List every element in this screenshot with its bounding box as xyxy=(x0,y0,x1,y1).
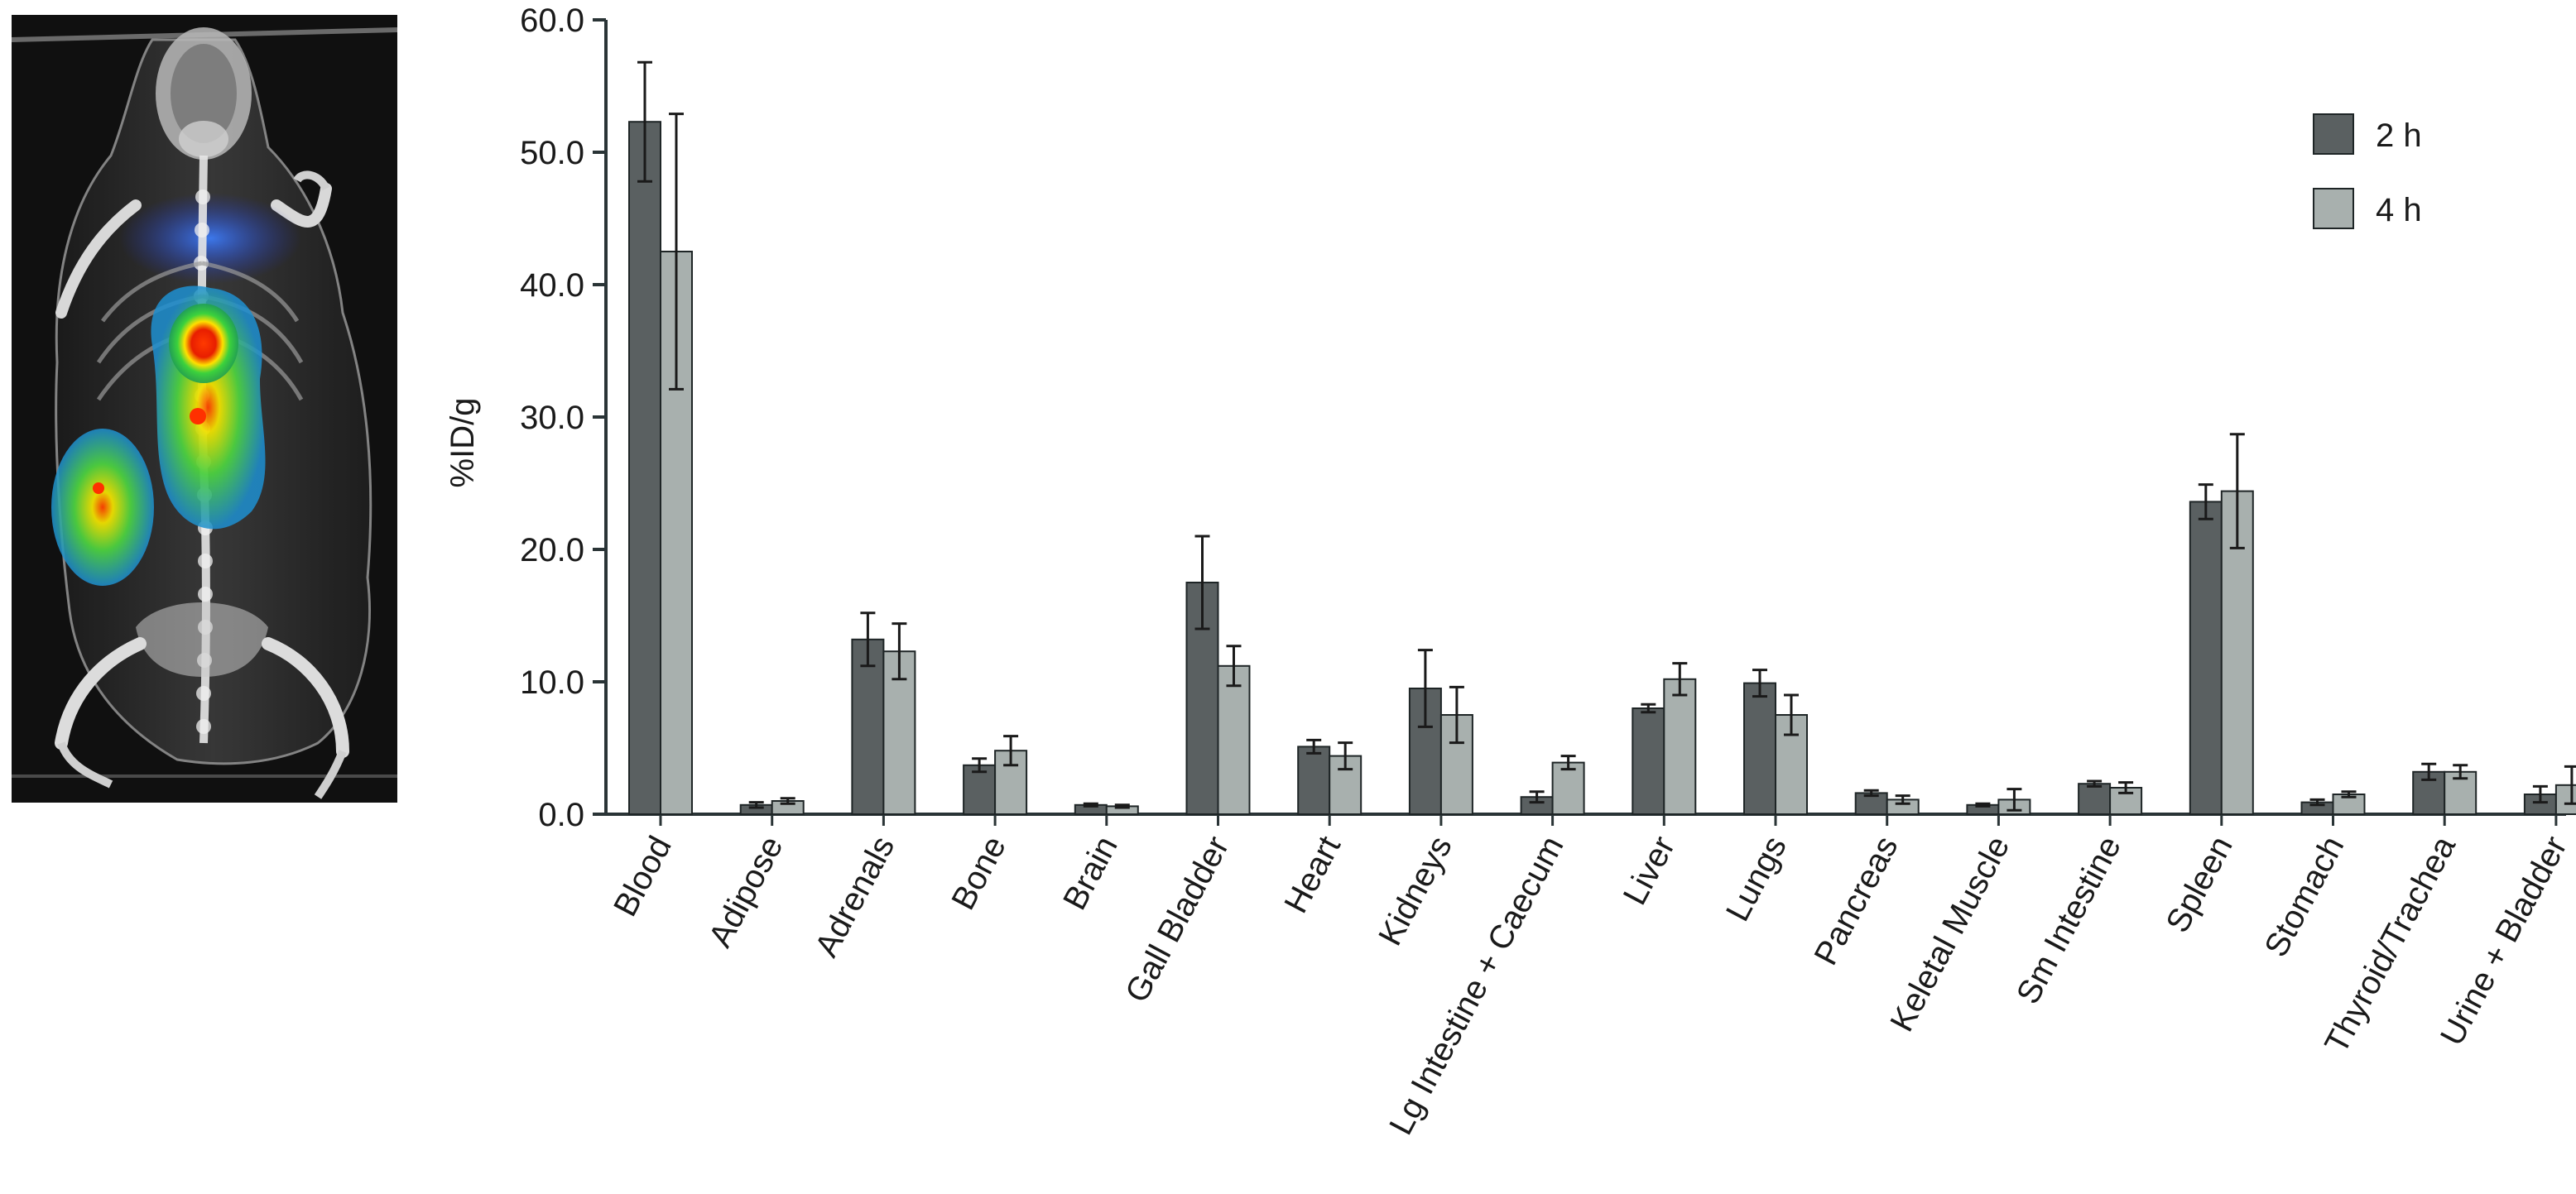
legend-label-2h: 2 h xyxy=(2376,117,2422,154)
legend-swatch-4h xyxy=(2313,188,2354,229)
x-tick-label: Keletal Muscle xyxy=(1883,831,2016,1038)
y-axis-label: %ID/g xyxy=(445,398,481,488)
bar-2h xyxy=(963,764,997,815)
legend-swatch-2h xyxy=(2313,113,2354,155)
y-tick-label: 0.0 xyxy=(538,797,584,833)
x-tick-label: Pancreas xyxy=(1807,831,1905,971)
x-tick-label: Gall Bladder xyxy=(1118,831,1236,1009)
bar-2h xyxy=(628,121,661,815)
y-tick-label: 60.0 xyxy=(520,2,584,39)
x-tick-label: Brain xyxy=(1056,831,1125,916)
y-tick-label: 20.0 xyxy=(520,532,584,568)
x-tick-label: Bone xyxy=(944,831,1013,916)
legend-label-4h: 4 h xyxy=(2376,192,2422,228)
x-tick-label: Lungs xyxy=(1719,831,1794,928)
x-tick-label: Blood xyxy=(607,831,679,923)
bar-2h xyxy=(1297,746,1331,816)
x-tick-label: Stomach xyxy=(2257,831,2351,963)
biodistribution-bar-chart: 0.0 10.0 20.0 30.0 40.0 50.0 60.0 Blood Adipose A… xyxy=(414,0,2576,1190)
x-tick-label: Spleen xyxy=(2159,831,2239,939)
bar-2h xyxy=(2189,501,2223,816)
x-tick-label: Sm Intestine xyxy=(2010,831,2128,1010)
y-tick-label: 30.0 xyxy=(520,400,584,436)
bar-2h xyxy=(1632,707,1665,815)
x-tick-label: Heart xyxy=(1277,831,1348,919)
bar-chart-svg: 0.0 10.0 20.0 30.0 40.0 50.0 60.0 Blood Adipose A… xyxy=(445,2,2576,1141)
spect-ct-scan-image xyxy=(11,15,398,803)
spect-ct-mouse-scan-icon xyxy=(11,15,398,803)
y-tick-label: 50.0 xyxy=(520,135,584,171)
x-tick-label: Adrenals xyxy=(808,831,901,963)
bar-2h xyxy=(851,638,885,815)
bar-4h xyxy=(1663,678,1697,815)
y-tick-label: 40.0 xyxy=(520,267,584,304)
x-tick-label: Urine + Bladder xyxy=(2434,831,2574,1052)
bar-4h xyxy=(1217,664,1251,815)
chart-legend: 2 h 4 h xyxy=(2313,113,2422,229)
bar-4h xyxy=(660,251,693,815)
x-tick-label: Liver xyxy=(1617,831,1683,911)
bar-2h xyxy=(1743,682,1776,815)
y-tick-label: 10.0 xyxy=(520,664,584,701)
x-tick-label: Kidneys xyxy=(1372,831,1459,952)
x-tick-label: Adipose xyxy=(702,831,791,953)
bar-2h xyxy=(2078,783,2112,816)
